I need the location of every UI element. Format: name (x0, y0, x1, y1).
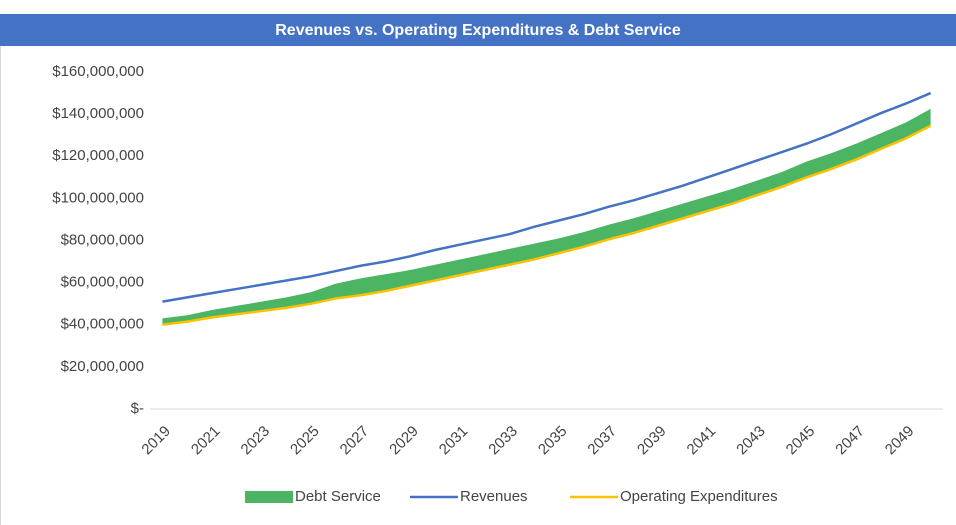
legend-swatch (245, 491, 293, 503)
legend-label: Revenues (460, 488, 528, 505)
y-tick-label: $60,000,000 (61, 274, 144, 291)
y-tick-label: $40,000,000 (61, 316, 144, 333)
y-tick-label: $80,000,000 (61, 231, 144, 248)
y-tick-label: $- (131, 400, 144, 417)
y-tick-label: $120,000,000 (52, 147, 144, 164)
series-line (162, 124, 932, 326)
y-tick-label: $160,000,000 (52, 63, 144, 80)
chart-title: Revenues vs. Operating Expenditures & De… (275, 22, 681, 39)
y-tick-label: $20,000,000 (61, 358, 144, 375)
legend-label: Operating Expenditures (620, 488, 778, 505)
series-line (162, 91, 932, 303)
y-tick-label: $140,000,000 (52, 105, 144, 122)
legend-label: Debt Service (295, 488, 381, 505)
y-tick-label: $100,000,000 (52, 189, 144, 206)
title-bar (0, 14, 956, 46)
